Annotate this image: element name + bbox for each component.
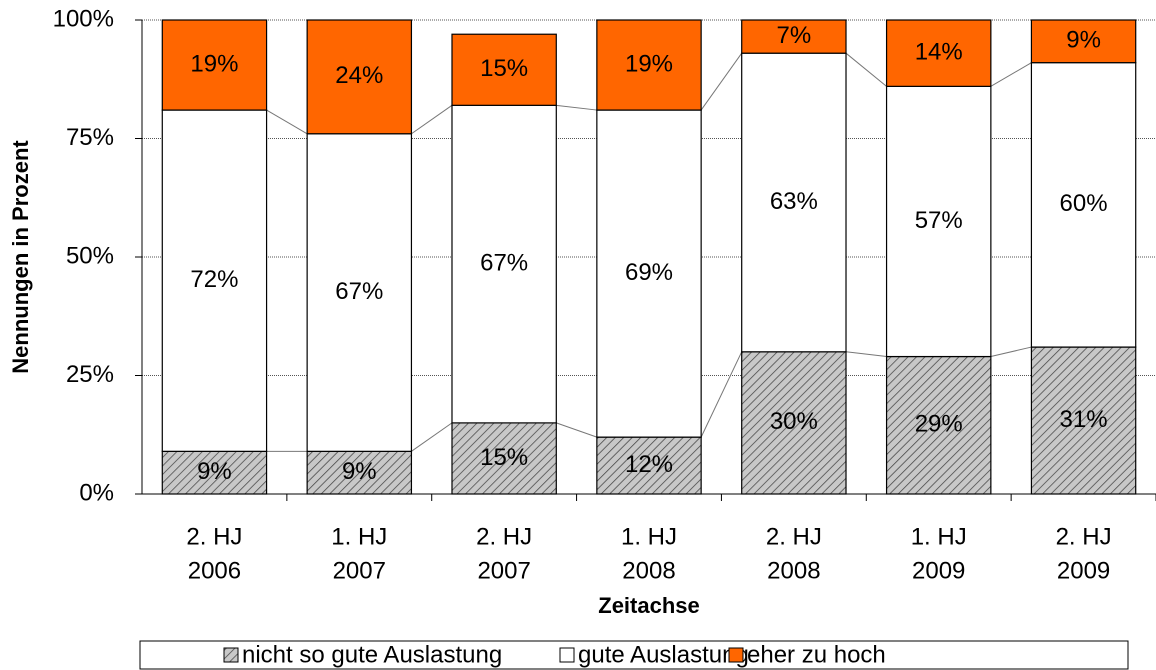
x-tick-label: 2008 — [767, 557, 820, 584]
data-label: 63% — [770, 188, 818, 215]
bar-segment — [885, 355, 992, 495]
y-tick-label: 50% — [66, 242, 114, 269]
x-tick-label: 2006 — [188, 557, 241, 584]
y-tick-label: 75% — [66, 124, 114, 151]
legend — [139, 640, 1129, 670]
x-tick-label: 2007 — [333, 557, 386, 584]
bar-segment — [596, 109, 702, 438]
connector-line — [411, 422, 453, 452]
x-tick-label: 2. HJ — [1056, 523, 1112, 550]
x-tick-label: 2009 — [1057, 557, 1110, 584]
y-axis-label: Nennungen in Prozent — [8, 140, 33, 374]
bar-segment — [596, 436, 702, 495]
data-label: 15% — [480, 444, 528, 471]
data-label: 15% — [480, 55, 528, 82]
data-label: 31% — [1060, 406, 1108, 433]
bar-segment — [161, 109, 268, 452]
bar-segment — [451, 422, 557, 495]
legend-swatch — [728, 647, 744, 663]
connector-line — [556, 422, 598, 438]
x-tick-label: 1. HJ — [911, 523, 967, 550]
data-label: 69% — [625, 259, 673, 286]
data-label: 19% — [625, 50, 673, 77]
connector-line — [266, 109, 308, 135]
data-label: 12% — [625, 451, 673, 478]
connector-line — [845, 52, 887, 87]
data-label: 30% — [770, 408, 818, 435]
bar-segment — [596, 19, 702, 111]
bar-segment — [741, 351, 847, 495]
data-label: 9% — [342, 458, 377, 485]
bar-segment — [741, 19, 847, 54]
connector-line — [990, 346, 1032, 358]
bar-segment — [741, 52, 847, 353]
x-tick-label: 2007 — [477, 557, 530, 584]
x-tick-label: 2. HJ — [766, 523, 822, 550]
connector-line — [700, 52, 743, 111]
data-label: 60% — [1060, 190, 1108, 217]
x-tick-label: 2008 — [622, 557, 675, 584]
x-tick-label: 2009 — [912, 557, 965, 584]
bar-segment — [161, 19, 268, 111]
data-label: 9% — [197, 458, 232, 485]
data-label: 57% — [915, 207, 963, 234]
data-label: 7% — [777, 22, 812, 49]
data-label: 67% — [480, 249, 528, 276]
legend-swatch — [223, 647, 239, 663]
data-label: 14% — [915, 39, 963, 66]
bar-segment — [451, 104, 557, 424]
data-label: 24% — [335, 62, 383, 89]
legend-label: nicht so gute Auslastung — [242, 641, 502, 668]
connector-line — [990, 62, 1032, 87]
bar-segment — [451, 33, 557, 106]
bar-segment — [885, 19, 992, 87]
connector-line — [845, 351, 887, 358]
data-label: 72% — [190, 266, 238, 293]
bar-segment — [161, 450, 268, 495]
legend-label: eher zu hoch — [747, 641, 886, 668]
bar-segment — [885, 85, 992, 358]
bar-segment — [306, 133, 413, 452]
data-label: 19% — [190, 50, 238, 77]
x-tick-label: 2. HJ — [186, 523, 242, 550]
legend-label: gute Auslastung — [578, 641, 749, 668]
data-label: 9% — [1066, 27, 1101, 54]
x-tick-label: 1. HJ — [621, 523, 677, 550]
bar-segment — [1030, 19, 1137, 64]
bar-segment — [1030, 62, 1137, 348]
y-tick-label: 0% — [79, 479, 114, 506]
x-axis-label: Zeitachse — [598, 593, 700, 618]
legend-swatch — [559, 647, 575, 663]
x-tick-label: 1. HJ — [331, 523, 387, 550]
bar-segment — [306, 19, 413, 135]
connector-line — [556, 104, 597, 111]
y-tick-label: 25% — [66, 361, 114, 388]
bar-segment — [306, 450, 413, 495]
connector-line — [700, 351, 743, 438]
bar-segment — [1030, 346, 1137, 495]
connector-line — [411, 104, 453, 135]
data-label: 67% — [335, 278, 383, 305]
data-label: 29% — [915, 411, 963, 438]
x-tick-label: 2. HJ — [476, 523, 532, 550]
y-tick-label: 100% — [53, 5, 114, 32]
